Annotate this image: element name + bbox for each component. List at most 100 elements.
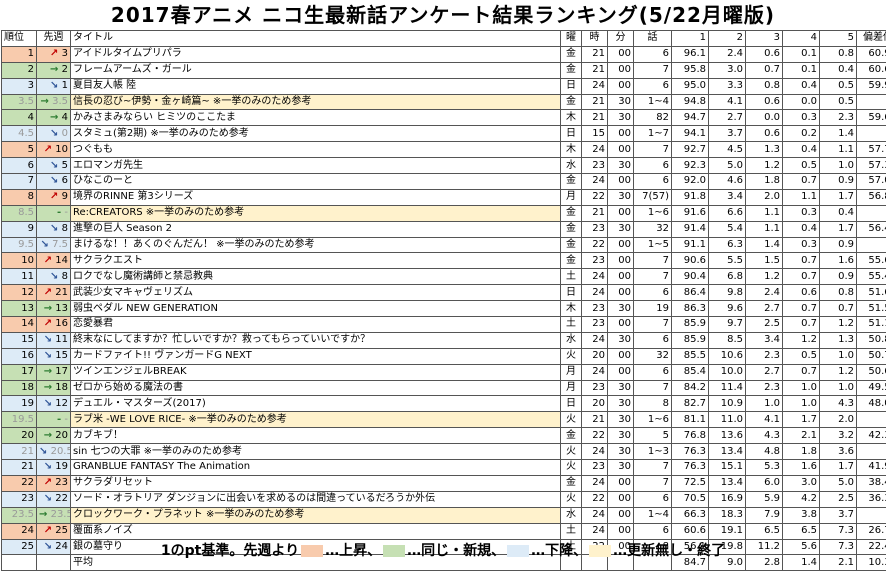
trend-same-icon: → [50,64,58,75]
rank-cell: 21 [2,460,37,476]
hour-cell: 24 [582,269,608,285]
trend-up-icon: ↗ [50,48,58,59]
title-cell: デュエル・マスターズ(2017) [71,396,561,412]
trend-cell: ↘ 1 [37,78,71,94]
col-score-3: 3 [746,31,783,47]
prev-rank: 25 [55,525,68,536]
episode-cell: 32 [634,348,672,364]
score-3-cell: 3.4 [746,332,783,348]
score-5-cell: 1.2 [820,317,857,333]
trend-cell: - - [37,412,71,428]
score-1-cell: 91.6 [672,205,709,221]
rank-cell: 2 [2,62,37,78]
legend-swatch-up [301,545,323,557]
score-4-cell: 3.8 [783,507,820,523]
trend-cell: → 3.5 [37,94,71,110]
deviation-cell: 59.63 [857,110,886,126]
prev-rank: 9 [62,191,68,202]
minute-cell: 30 [608,332,634,348]
score-5-cell: 4.3 [820,396,857,412]
title-cell: つぐもも [71,142,561,158]
rank-cell: 7 [2,174,37,190]
title-cell: ひなこのーと [71,174,561,190]
score-5-cell: 3.7 [820,507,857,523]
prev-rank: 15 [55,350,68,361]
score-1-cell: 76.3 [672,460,709,476]
deviation-cell: 26.77 [857,523,886,539]
trend-down-icon: ↘ [50,271,58,282]
score-2-cell: 10.0 [709,364,746,380]
score-3-cell: 2.0 [746,189,783,205]
trend-cell: → 4 [37,110,71,126]
deviation-cell: 57.71 [857,142,886,158]
score-4-cell: 0.4 [783,142,820,158]
score-1-cell: 85.5 [672,348,709,364]
score-5-cell: 3.6 [820,444,857,460]
score-3-cell: 0.6 [746,126,783,142]
score-3-cell: 1.3 [746,142,783,158]
score-3-cell: 0.6 [746,46,783,62]
deviation-cell: 50.67 [857,364,886,380]
score-1-cell: 92.3 [672,158,709,174]
prev-rank: 11 [55,334,68,345]
prev-rank: 6 [62,175,68,186]
score-4-cell: 0.0 [783,94,820,110]
score-1-cell: 70.5 [672,491,709,507]
ranking-table: 順位 先週 タイトル 曜 時 分 話 1 2 3 4 5 偏差値 1↗ 3アイド… [1,30,886,571]
hour-cell: 20 [582,348,608,364]
deviation-cell: 42.38 [857,428,886,444]
rank-cell: 9.5 [2,237,37,253]
score-5-cell: 1.2 [820,364,857,380]
title-cell: 信長の忍び~伊勢・金ヶ崎篇~ ※一挙のみのため参考 [71,94,561,110]
score-5-cell: 2.5 [820,491,857,507]
episode-cell: 82 [634,110,672,126]
prev-rank: 8 [62,223,68,234]
episode-cell: 7 [634,253,672,269]
rank-cell: 22 [2,475,37,491]
title-cell: サクラダリセット [71,475,561,491]
deviation-cell: - [857,237,886,253]
episode-cell: 1~4 [634,94,672,110]
col-title: タイトル [71,31,561,47]
score-2-cell: 15.1 [709,460,746,476]
trend-cell: ↗ 14 [37,253,71,269]
minute-cell: 30 [608,396,634,412]
score-4-cell: 0.7 [783,317,820,333]
score-4-cell: 6.5 [783,523,820,539]
score-3-cell: 0.7 [746,62,783,78]
deviation-cell: 51.63 [857,285,886,301]
prev-rank: 7.5 [52,239,68,250]
score-4-cell: 0.4 [783,78,820,94]
minute-cell: 30 [608,380,634,396]
col-min: 分 [608,31,634,47]
score-4-cell: 1.7 [783,412,820,428]
score-1-cell: 92.7 [672,142,709,158]
col-deviation: 偏差値 [857,31,886,47]
title-cell: クロックワーク・プラネット ※一挙のみのため参考 [71,507,561,523]
day-cell: 日 [561,126,582,142]
title-cell: フレームアームズ・ガール [71,62,561,78]
score-2-cell: 16.9 [709,491,746,507]
title-cell: アイドルタイムプリパラ [71,46,561,62]
title-cell: GRANBLUE FANTASY The Animation [71,460,561,476]
score-5-cell: 0.4 [820,205,857,221]
deviation-cell: 48.07 [857,396,886,412]
score-1-cell: 92.0 [672,174,709,190]
trend-cell: ↘ 7.5 [37,237,71,253]
episode-cell: 6 [634,158,672,174]
page-title: 2017春アニメ ニコ生最新話アンケート結果ランキング(5/22月曜版) [0,0,886,30]
trend-down-icon: ↘ [50,223,58,234]
score-1-cell: 95.8 [672,62,709,78]
minute-cell: 30 [608,460,634,476]
score-1-cell: 95.0 [672,78,709,94]
score-5-cell: 1.3 [820,332,857,348]
score-3-cell: 2.7 [746,301,783,317]
legend-swatch-fin [589,545,611,557]
